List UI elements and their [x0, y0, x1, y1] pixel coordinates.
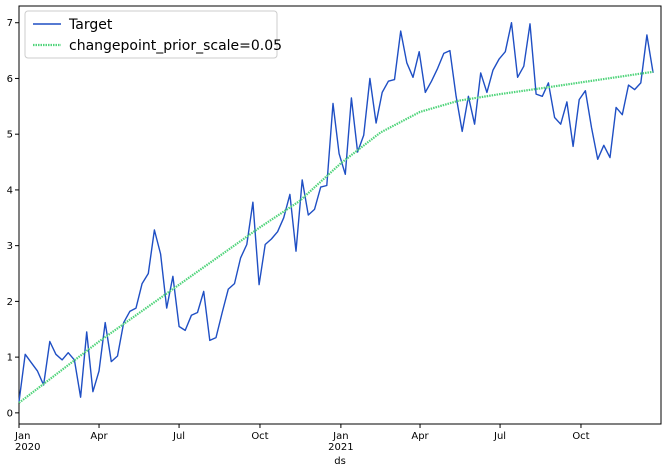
- y-tick-label: 3: [7, 241, 13, 252]
- series-layer: [18, 22, 654, 404]
- y-tick-label: 2: [7, 297, 13, 308]
- y-tick-label: 4: [7, 185, 13, 196]
- y-tick-label: 1: [7, 353, 13, 364]
- plot-frame: [18, 5, 662, 425]
- x-tick-label: Jul: [172, 431, 185, 442]
- legend-entry-1: changepoint_prior_scale=0.05: [69, 38, 282, 54]
- x-tick-label: Apr: [411, 431, 429, 442]
- plot-area-border: [18, 5, 662, 425]
- series-line-0: [18, 22, 654, 402]
- x-tick-label: Apr: [90, 431, 108, 442]
- x-tick-label: Jan: [332, 431, 348, 442]
- y-tick-label: 0: [7, 408, 13, 419]
- y-tick-label: 7: [7, 18, 13, 29]
- x-axis-label: ds: [334, 456, 346, 467]
- legend: Target changepoint_prior_scale=0.05: [24, 10, 282, 59]
- legend-box: [24, 10, 278, 59]
- y-tick-label: 6: [7, 74, 13, 85]
- series-line-1: [18, 70, 654, 404]
- y-tick-label: 5: [7, 130, 13, 141]
- x-tick-year-label: 2020: [15, 442, 40, 453]
- x-tick-label: Oct: [251, 431, 268, 442]
- x-tick-label: Jul: [493, 431, 506, 442]
- y-axis: 0 1 2 3 4 5 6 7: [7, 18, 19, 419]
- legend-entry-0: Target: [68, 17, 113, 33]
- x-tick-label: Oct: [572, 431, 589, 442]
- x-tick-year-label: 2021: [328, 442, 353, 453]
- x-tick-label: Jan: [14, 431, 30, 442]
